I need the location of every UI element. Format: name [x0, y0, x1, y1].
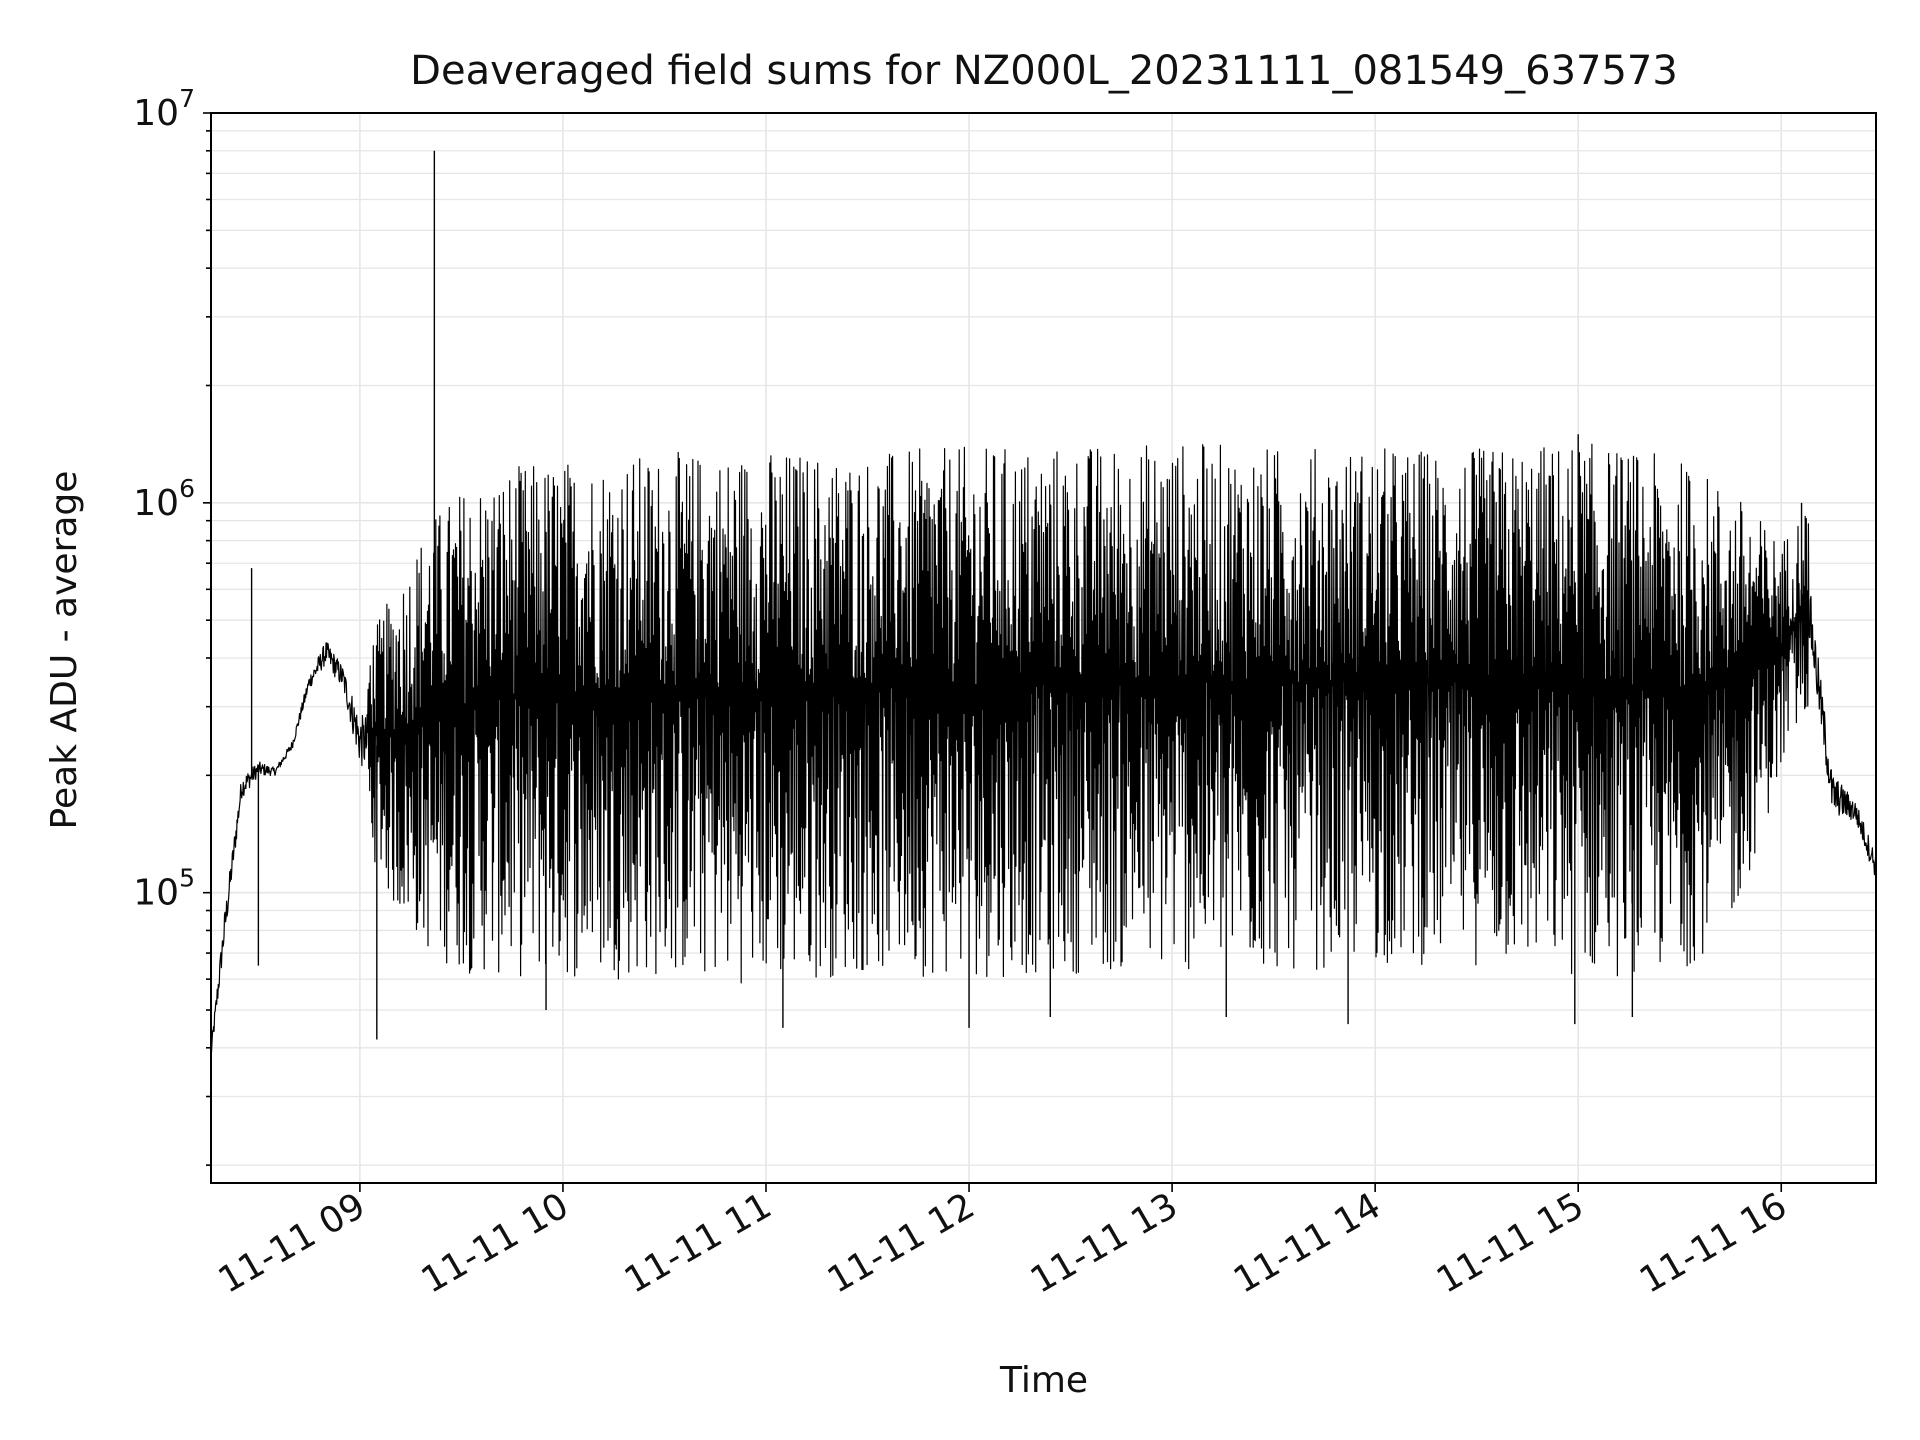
- series-line: [210, 443, 1877, 1054]
- y-tick-label: 105: [133, 864, 195, 914]
- chart-title: Deaveraged field sums for NZ000L_2023111…: [410, 48, 1678, 94]
- y-tick-base: 10: [133, 483, 179, 524]
- y-tick-exponent: 7: [179, 84, 195, 113]
- y-tick-exponent: 5: [179, 864, 195, 893]
- x-axis-label: Time: [999, 1360, 1088, 1401]
- y-tick-label: 106: [133, 474, 195, 524]
- y-tick-base: 10: [133, 93, 179, 134]
- plot-frame: [210, 112, 1877, 1184]
- data-series: [210, 150, 1877, 1054]
- y-axis-label: Peak ADU - average: [44, 471, 85, 830]
- y-tick-exponent: 6: [179, 474, 195, 503]
- y-tick-label: 107: [133, 84, 195, 134]
- y-tick-base: 10: [133, 873, 179, 914]
